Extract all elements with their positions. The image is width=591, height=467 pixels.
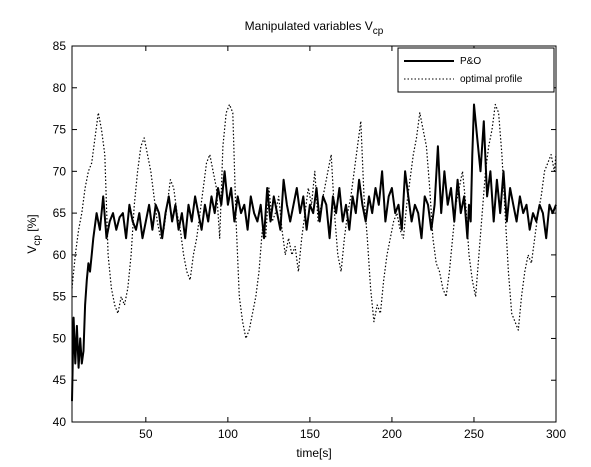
- legend-box: [397, 47, 555, 93]
- y-tick-label: 80: [53, 81, 67, 95]
- y-axis-label-main: V: [25, 246, 39, 254]
- y-tick-label: 40: [53, 415, 67, 429]
- y-tick-label: 75: [53, 123, 67, 137]
- series-layer: [71, 103, 557, 402]
- x-tick-label: 100: [218, 427, 238, 441]
- x-tick-label: 50: [139, 427, 153, 441]
- y-tick-label: 70: [53, 164, 67, 178]
- chart-title-main: Manipulated variables V: [245, 19, 373, 33]
- series-line-optimal-profile: [71, 103, 557, 339]
- y-axis-label-suffix: [%]: [25, 214, 39, 235]
- series-line-po: [71, 103, 557, 402]
- chart-title: Manipulated variables Vcp: [245, 19, 384, 37]
- x-tick-label: 300: [546, 427, 566, 441]
- y-axis-label-subscript: cp: [32, 235, 43, 246]
- legend-label-optimal: optimal profile: [460, 74, 523, 85]
- y-tick-label: 60: [53, 248, 67, 262]
- legend: P&O optimal profile: [397, 47, 555, 93]
- y-tick-label: 65: [53, 206, 67, 220]
- legend-label-po: P&O: [460, 56, 481, 67]
- tick-layer: 50 100 150 200 250 300 40 45 50 55 60 65 70 75 80 85: [53, 39, 567, 441]
- y-tick-label: 50: [53, 331, 67, 345]
- x-tick-label: 200: [382, 427, 402, 441]
- y-tick-label: 85: [53, 39, 67, 53]
- x-axis-label: time[s]: [296, 446, 331, 460]
- y-tick-label: 55: [53, 290, 67, 304]
- x-tick-label: 150: [300, 427, 320, 441]
- plot-area: [71, 45, 557, 423]
- x-tick-label: 250: [464, 427, 484, 441]
- chart-title-subscript: cp: [373, 26, 384, 37]
- y-tick-label: 45: [53, 373, 67, 387]
- y-axis-label: Vcp [%]: [25, 214, 43, 253]
